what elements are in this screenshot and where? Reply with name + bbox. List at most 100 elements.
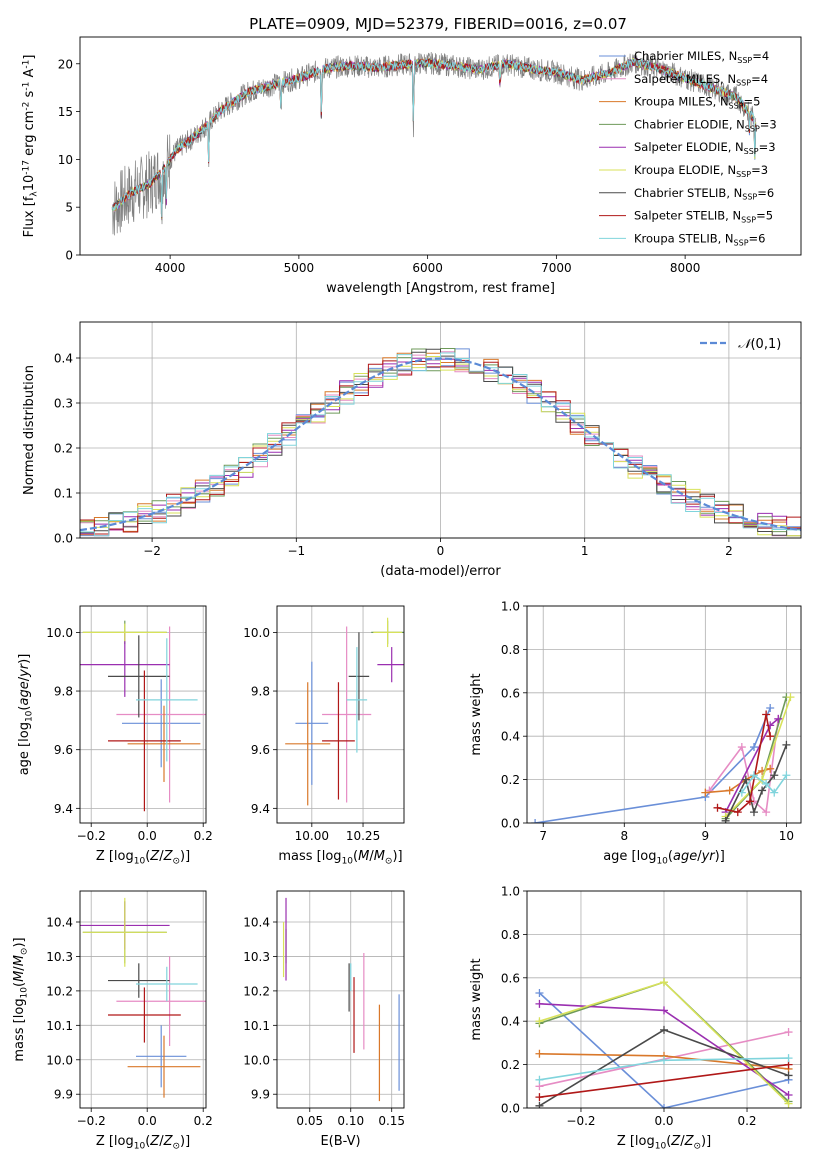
point-marker [766, 703, 775, 712]
axes-frame [79, 605, 207, 824]
point-marker [770, 771, 779, 780]
x-tick-label: 0.05 [296, 1114, 323, 1128]
label-part: 10 [19, 987, 29, 999]
errorbar-chabrier-stelib [348, 632, 370, 721]
errorbar-salpeter-miles [322, 626, 372, 803]
y-tick-label: 0.0 [54, 532, 73, 546]
y-axis-label: mass [log10(M/M⊙)] [12, 937, 29, 1061]
label-part: Normed distribution [22, 365, 37, 495]
point-marker [784, 1099, 793, 1108]
series-line [534, 707, 771, 823]
series-salpeter-stelib [713, 710, 775, 817]
y-tick-label: 10.4 [46, 916, 73, 930]
y-tick-label: 10.0 [46, 1053, 73, 1067]
point-marker [737, 743, 746, 752]
label-part: SSP [736, 170, 751, 179]
point-marker [770, 788, 779, 797]
series-kroupa-stelib [535, 1054, 793, 1084]
label-part: mass [log [12, 998, 27, 1061]
errorbar-kroupa-stelib [136, 966, 198, 1002]
errorbar-salpeter-miles [116, 626, 206, 803]
y-tick-label: 0.0 [501, 817, 520, 831]
axes-frame [276, 890, 405, 1109]
y-tick-label: 1.0 [501, 600, 520, 614]
x-tick-label: 8000 [670, 261, 701, 275]
label-part: ( [666, 1134, 671, 1149]
errorbar-kroupa-stelib [136, 638, 198, 762]
legend-label: Salpeter STELIB, NSSP=5 [634, 209, 773, 225]
x-tick-label: 0.15 [378, 1114, 405, 1128]
ticks: 10.00 10.25 9.4 9.6 9.8 10.0 [243, 626, 380, 843]
y-tick-label: 0.0 [501, 1102, 520, 1116]
y-tick-label: 10 [58, 153, 73, 167]
grid [80, 891, 206, 1108]
label-part: Salpeter MILES, N [634, 72, 736, 86]
point-marker [535, 1093, 544, 1102]
label-part: =4 [752, 49, 769, 63]
y-tick-label: 0.2 [501, 773, 520, 787]
series-salpeter-elodie [721, 714, 783, 817]
point-marker [784, 1071, 793, 1080]
label-part: age [673, 849, 697, 864]
x-tick-label: 10 [779, 829, 794, 843]
point-marker [749, 808, 758, 817]
gaussian-legend: 𝒩(0,1) [700, 337, 781, 352]
errorbar-kroupa-stelib [346, 647, 368, 753]
point-marker [535, 1049, 544, 1058]
label-part: 1 [768, 337, 776, 352]
point-marker [535, 988, 544, 997]
ticks: 7 8 9 10 0.0 0.2 0.4 0.6 0.8 1.0 [501, 600, 794, 844]
label-part: Z [149, 849, 160, 864]
x-axis-label: Z [log10(Z/Z⊙)] [617, 1134, 711, 1151]
label-part: age [log [603, 849, 656, 864]
point-marker [531, 819, 540, 823]
label-part: yr [701, 849, 717, 864]
errorbar-salpeter-elodie [377, 647, 404, 683]
label-part: Flux [f [22, 196, 37, 237]
y-tick-label: 0.4 [501, 730, 520, 744]
label-part: ( [353, 849, 358, 864]
label-part: SSP [745, 124, 760, 133]
x-tick-label: −0.2 [566, 1114, 595, 1128]
label-part: Z [684, 1134, 695, 1149]
point-marker [782, 771, 791, 780]
x-tick-label: −0.2 [77, 1114, 106, 1128]
point-marker [535, 1017, 544, 1026]
label-part: Chabrier ELODIE, N [634, 117, 745, 131]
label-part: 10 [22, 175, 37, 192]
y-tick-label: 0.8 [501, 928, 520, 942]
panel-spectrum: 4000 5000 6000 7000 8000 0 5 10 15 20 wavelength [… [21, 36, 802, 296]
label-part: / [17, 676, 32, 681]
x-tick-label: 4000 [155, 261, 186, 275]
errorbar-salpeter-stelib [108, 987, 181, 1043]
label-part: )] [180, 849, 190, 864]
label-part: wavelength [Angstrom, rest frame] [326, 281, 555, 296]
y-tick-label: 9.8 [54, 685, 73, 699]
x-tick-label: 8 [620, 829, 628, 843]
label-part: mass [log [278, 849, 341, 864]
label-part: 10 [656, 856, 668, 866]
label-part: SSP [744, 147, 759, 156]
label-part: A [22, 69, 37, 82]
y-tick-label: 10.1 [46, 1019, 73, 1033]
label-part: ⊙ [693, 1141, 701, 1151]
label-part: E(B-V) [320, 1134, 360, 1149]
point-marker [782, 740, 791, 749]
label-part: Z [log [96, 1134, 134, 1149]
errorbar-chabrier-stelib [108, 635, 170, 718]
errorbar-kroupa-elodie [82, 623, 167, 642]
series-line [539, 1063, 789, 1098]
series-kroupa-elodie [535, 978, 793, 1108]
label-part: =5 [756, 209, 773, 223]
label-part: age [log [17, 722, 32, 775]
label-part: Z [163, 1134, 174, 1149]
label-part: SSP [741, 215, 756, 224]
errorbar-chabrier-miles [295, 661, 329, 785]
x-tick-label: 0.2 [194, 1114, 213, 1128]
label-part: ⊙ [172, 856, 180, 866]
x-tick-label: 10.25 [346, 829, 380, 843]
series-kroupa-stelib [737, 771, 791, 797]
legend-label: Chabrier STELIB, NSSP=6 [634, 186, 774, 202]
axes-frame [276, 605, 405, 824]
